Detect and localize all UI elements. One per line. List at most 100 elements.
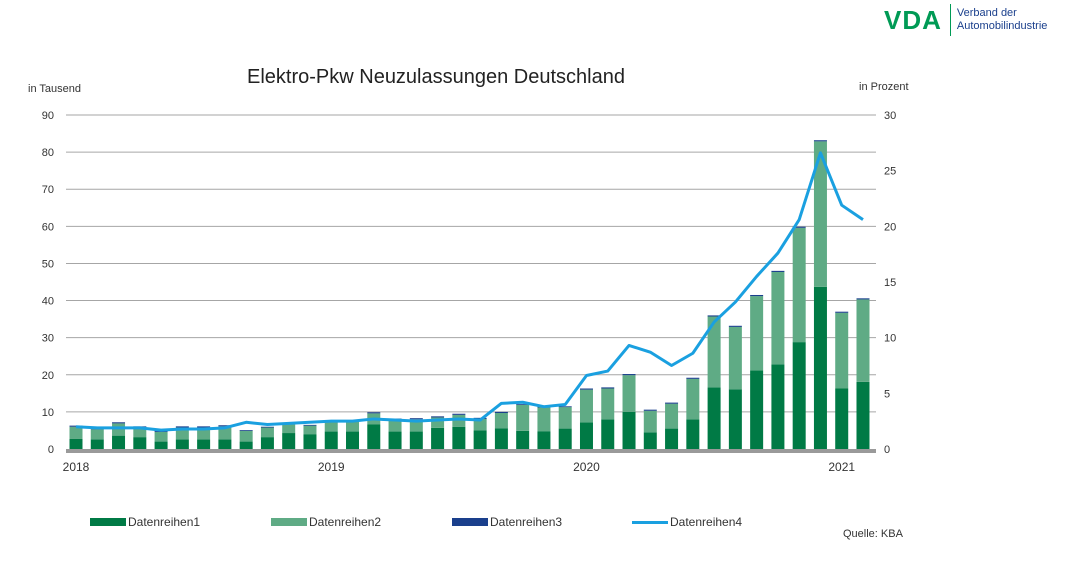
bar-datenreihen3 xyxy=(452,413,466,415)
bar-datenreihen1 xyxy=(431,427,445,449)
logo-mark: VDA xyxy=(884,4,942,35)
bar-datenreihen1 xyxy=(260,437,274,449)
bar-datenreihen3 xyxy=(260,426,274,428)
bar-datenreihen2 xyxy=(750,296,764,371)
bar-datenreihen3 xyxy=(239,430,253,431)
bar-datenreihen1 xyxy=(728,389,742,449)
bar-datenreihen2 xyxy=(324,421,338,432)
bar-datenreihen3 xyxy=(707,315,721,317)
logo-line1: Verband der xyxy=(956,7,1017,19)
bar-datenreihen1 xyxy=(303,434,317,449)
bar-datenreihen1 xyxy=(154,441,168,449)
y2-tick-label: 0 xyxy=(884,444,890,456)
x-tick-label: 2019 xyxy=(318,460,345,474)
bar-datenreihen1 xyxy=(346,431,360,449)
bar-datenreihen2 xyxy=(112,423,126,436)
bar-datenreihen3 xyxy=(579,388,593,390)
legend-item-2: Datenreihen2 xyxy=(271,515,381,529)
bar-datenreihen1 xyxy=(388,431,402,449)
vda-logo: VDA Verband der Automobilindustrie xyxy=(884,4,1047,36)
bar-datenreihen3 xyxy=(728,325,742,327)
bar-datenreihen2 xyxy=(813,141,827,287)
bar-datenreihen3 xyxy=(622,374,636,376)
y-tick-label: 60 xyxy=(42,221,54,233)
legend-item-3: Datenreihen3 xyxy=(452,515,562,529)
bar-datenreihen1 xyxy=(494,428,508,449)
bar-datenreihen2 xyxy=(579,389,593,423)
bar-datenreihen2 xyxy=(197,427,211,440)
y2-tick-label: 20 xyxy=(884,221,896,233)
bar-datenreihen2 xyxy=(665,403,679,429)
y-tick-label: 0 xyxy=(48,444,54,456)
bar-datenreihen3 xyxy=(494,411,508,414)
bar-datenreihen1 xyxy=(537,431,551,449)
y2-tick-label: 5 xyxy=(884,388,890,400)
legend-swatch xyxy=(452,518,488,526)
bar-datenreihen3 xyxy=(686,377,700,379)
legend-swatch xyxy=(632,520,668,524)
bar-datenreihen2 xyxy=(282,423,296,434)
y-axis-label: in Tausend xyxy=(28,83,82,95)
bar-datenreihen3 xyxy=(856,298,870,300)
bar-datenreihen1 xyxy=(367,424,381,449)
chart-title: Elektro-Pkw Neuzulassungen Deutschland xyxy=(247,66,625,88)
legend-label: Datenreihen3 xyxy=(490,515,563,529)
y2-tick-label: 30 xyxy=(884,110,896,122)
bar-datenreihen2 xyxy=(260,427,274,438)
bar-datenreihen1 xyxy=(218,439,232,449)
bar-datenreihen2 xyxy=(707,316,721,388)
bar-datenreihen3 xyxy=(750,294,764,297)
x-tick-label: 2020 xyxy=(573,460,600,474)
bar-datenreihen1 xyxy=(282,433,296,449)
bar-datenreihen3 xyxy=(367,412,381,414)
bar-datenreihen1 xyxy=(558,428,572,449)
y-tick-label: 50 xyxy=(42,258,54,270)
y2-tick-label: 25 xyxy=(884,166,896,178)
bar-datenreihen1 xyxy=(771,364,785,449)
bar-datenreihen1 xyxy=(665,428,679,449)
bar-datenreihen1 xyxy=(175,439,189,449)
bar-datenreihen2 xyxy=(452,414,466,427)
bar-datenreihen1 xyxy=(409,431,423,449)
bar-datenreihen2 xyxy=(133,427,147,438)
bar-datenreihen2 xyxy=(431,417,445,428)
bar-datenreihen3 xyxy=(409,418,423,420)
x-axis-line xyxy=(66,449,876,453)
bar-datenreihen1 xyxy=(686,419,700,449)
bar-datenreihen3 xyxy=(431,416,445,418)
y-tick-label: 10 xyxy=(42,407,54,419)
bar-datenreihen1 xyxy=(707,387,721,449)
y-tick-label: 90 xyxy=(42,110,54,122)
bar-datenreihen2 xyxy=(686,378,700,420)
bar-datenreihen2 xyxy=(154,431,168,442)
bar-datenreihen1 xyxy=(90,439,104,449)
bar-datenreihen2 xyxy=(537,407,551,432)
y-tick-label: 70 xyxy=(42,184,54,196)
x-tick-label: 2018 xyxy=(63,460,90,474)
bar-datenreihen1 xyxy=(69,438,83,449)
bar-datenreihen2 xyxy=(728,326,742,390)
bar-datenreihen3 xyxy=(175,426,189,428)
bar-datenreihen3 xyxy=(197,426,211,428)
legend-swatch xyxy=(271,518,307,526)
bar-datenreihen1 xyxy=(750,370,764,449)
bar-datenreihen1 xyxy=(622,411,636,449)
legend-label: Datenreihen2 xyxy=(309,515,382,529)
bar-datenreihen2 xyxy=(494,413,508,429)
bar-datenreihen3 xyxy=(112,422,126,424)
legend-swatch xyxy=(90,518,126,526)
bar-datenreihen2 xyxy=(388,419,402,432)
y-tick-label: 30 xyxy=(42,333,54,345)
y-tick-label: 80 xyxy=(42,147,54,159)
bar-datenreihen3 xyxy=(516,404,530,405)
bar-datenreihen1 xyxy=(324,431,338,449)
y2-axis-label: in Prozent xyxy=(859,81,909,93)
bar-datenreihen3 xyxy=(303,424,317,426)
legend-label: Datenreihen4 xyxy=(670,515,743,529)
logo-divider xyxy=(949,4,951,36)
bar-datenreihen3 xyxy=(643,409,657,411)
bar-datenreihen1 xyxy=(643,432,657,449)
bar-datenreihen2 xyxy=(303,425,317,435)
bar-datenreihen1 xyxy=(516,430,530,449)
